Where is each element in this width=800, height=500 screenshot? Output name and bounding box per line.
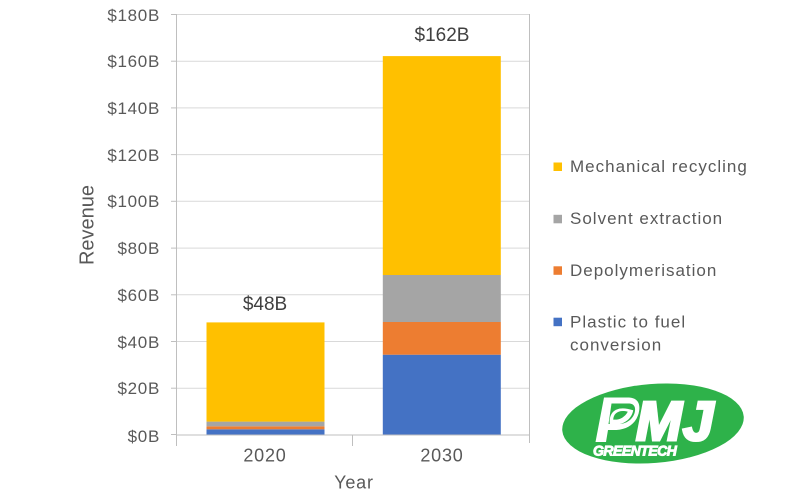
svg-text:GREENTECH: GREENTECH bbox=[593, 443, 678, 459]
svg-text:MJ: MJ bbox=[636, 390, 715, 452]
